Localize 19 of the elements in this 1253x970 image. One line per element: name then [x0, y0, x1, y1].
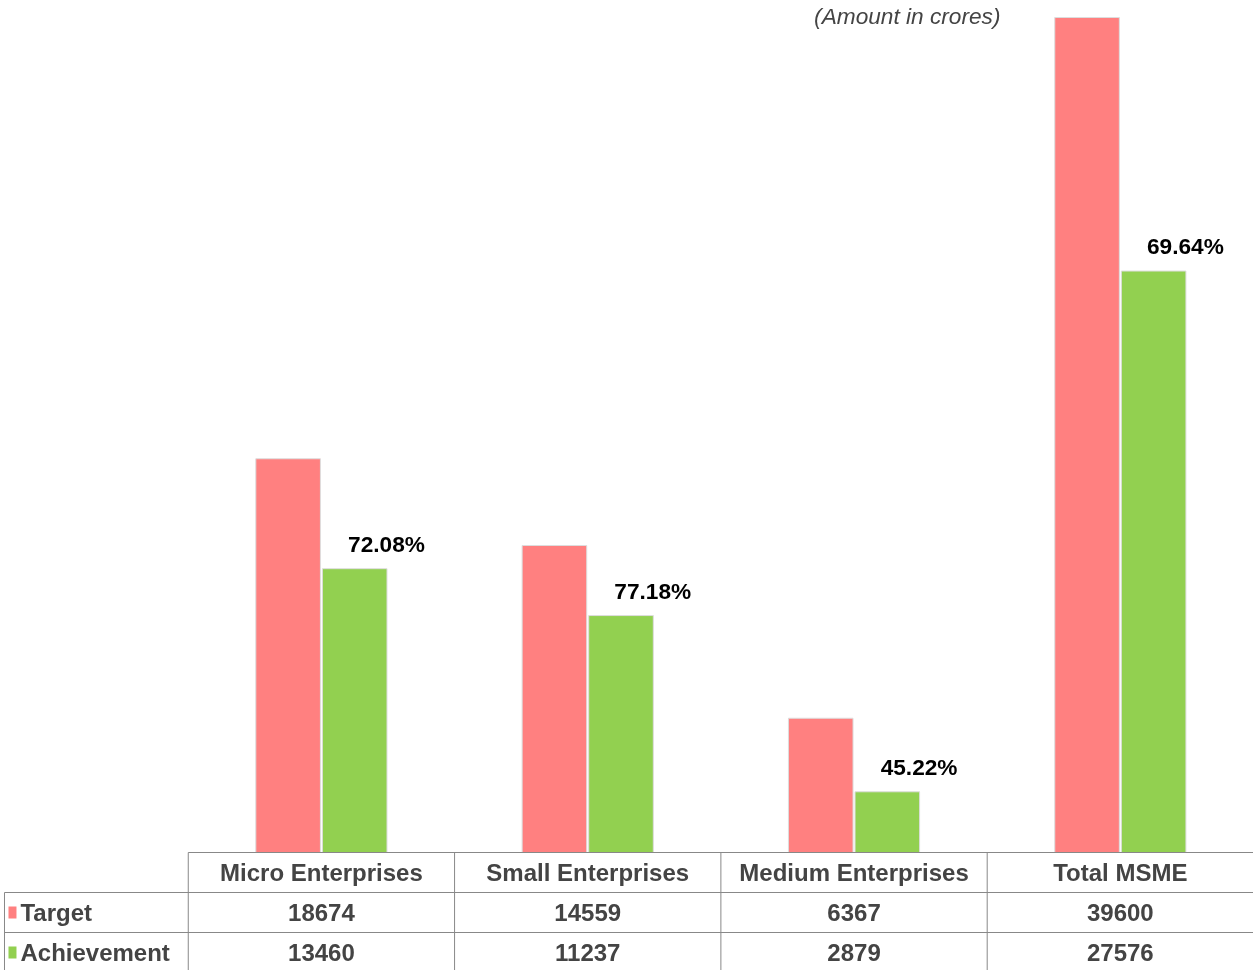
x-tick-label: Small Enterprises — [486, 859, 690, 886]
data-label: 39600 — [1086, 899, 1154, 926]
annotation: 72.08% — [348, 530, 425, 557]
data-label: 14559 — [554, 899, 622, 926]
x-tick-label: Medium Enterprises — [739, 859, 969, 886]
data-label: 6367 — [827, 899, 881, 926]
annotation: 69.64% — [1146, 233, 1224, 260]
legend-label: Achievement — [20, 939, 170, 966]
x-tick-label: Micro Enterprises — [220, 859, 423, 886]
annotation: (Amount in crores) — [814, 2, 1001, 29]
data-label: 18674 — [288, 899, 356, 926]
data-label: 11237 — [555, 939, 621, 966]
data-label: 13460 — [288, 939, 355, 966]
x-tick-label: Total MSME — [1053, 859, 1188, 886]
data-label: 2879 — [827, 939, 881, 966]
annotation: 45.22% — [880, 753, 958, 780]
annotation: 77.18% — [614, 577, 692, 604]
legend-label: Target — [20, 899, 93, 926]
data-label: 27576 — [1086, 939, 1154, 966]
